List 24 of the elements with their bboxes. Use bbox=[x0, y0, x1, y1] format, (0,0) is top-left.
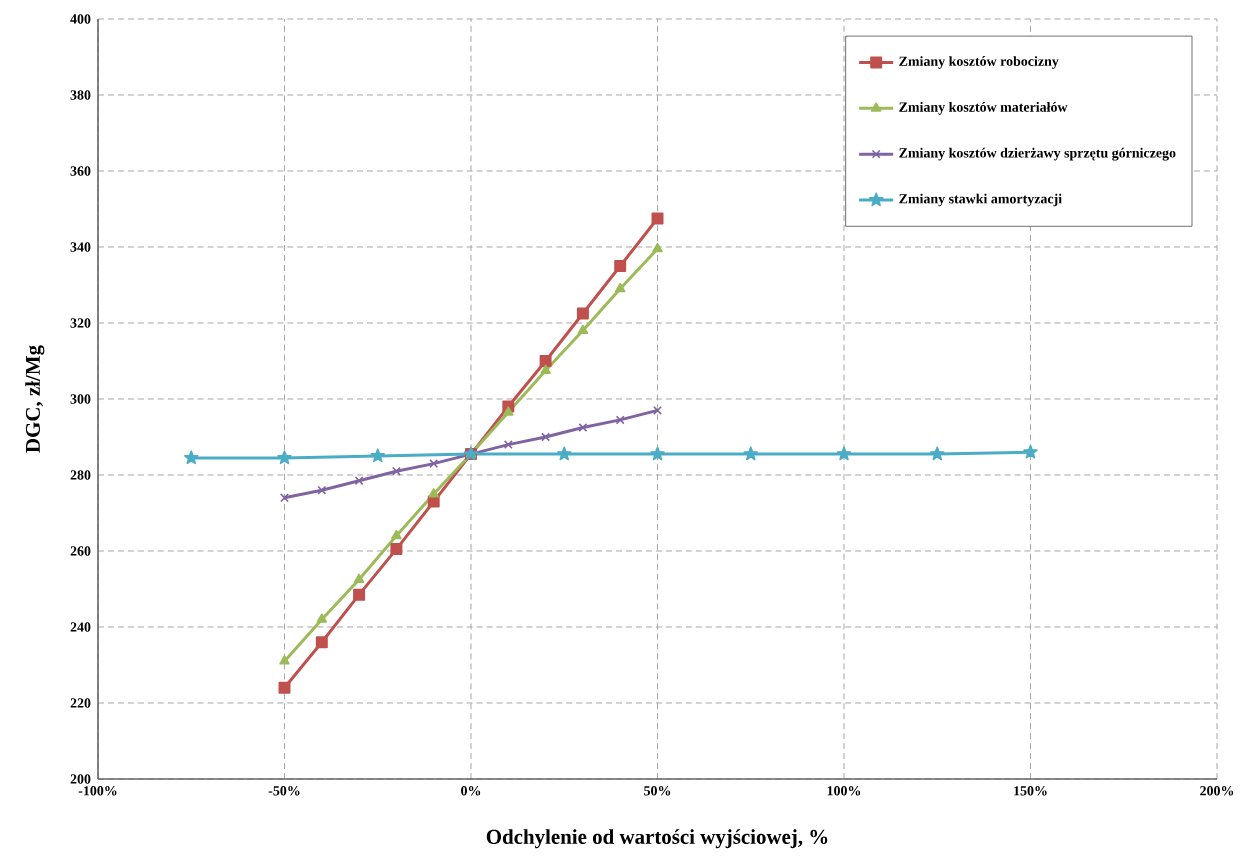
y-tick-label: 260 bbox=[70, 546, 91, 556]
y-tick-label: 220 bbox=[70, 698, 91, 708]
x-tick-label: 0% bbox=[461, 786, 481, 796]
y-tick-label: 340 bbox=[70, 242, 91, 252]
y-tick-label: 200 bbox=[70, 774, 91, 784]
x-tick-label: 200% bbox=[1200, 786, 1234, 796]
x-tick-label: -50% bbox=[268, 786, 300, 796]
legend-label: Zmiany kosztów materiałów bbox=[899, 101, 1068, 115]
y-tick-label: 400 bbox=[70, 14, 91, 24]
y-tick-label: 240 bbox=[70, 622, 91, 632]
y-tick-label: 380 bbox=[70, 90, 91, 100]
y-tick-label: 320 bbox=[70, 318, 91, 328]
x-tick-label: -100% bbox=[78, 786, 117, 796]
x-tick-label: 100% bbox=[827, 786, 861, 796]
y-axis-title: DGC, zł/Mg bbox=[25, 345, 45, 453]
legend-label: Zmiany stawki amortyzacji bbox=[899, 193, 1062, 207]
x-tick-label: 50% bbox=[644, 786, 671, 796]
y-tick-label: 300 bbox=[70, 394, 91, 404]
legend-label: Zmiany kosztów robocizny bbox=[899, 56, 1059, 69]
x-tick-label: 150% bbox=[1014, 786, 1047, 796]
y-tick-label: 280 bbox=[70, 470, 91, 480]
legend-label: Zmiany kosztów dzierżawy sprzętu górniczego bbox=[899, 147, 1176, 161]
x-axis-title: Odchylenie od wartości wyjściowej, % bbox=[486, 829, 828, 849]
y-tick-label: 360 bbox=[70, 166, 91, 176]
